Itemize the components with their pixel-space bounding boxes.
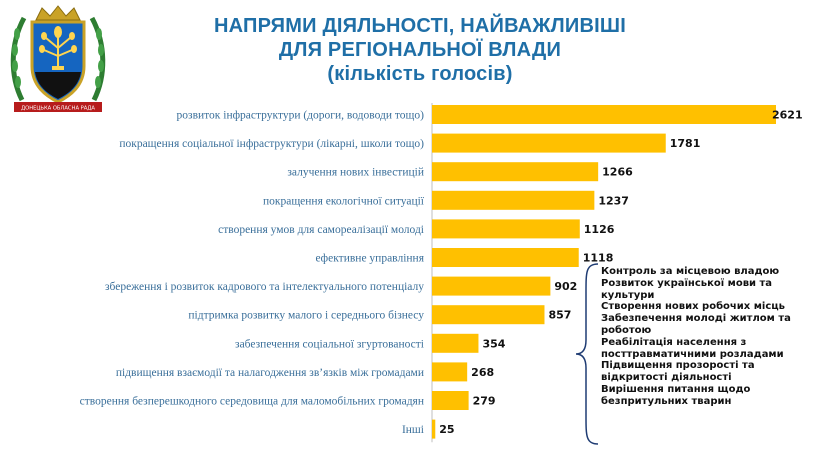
bar-8 xyxy=(432,333,479,353)
donetsk-region-emblem: ДОНЕЦЬКА ОБЛАСНА РАДА xyxy=(10,5,106,112)
value-label-1: 1781 xyxy=(670,137,701,150)
bar-9 xyxy=(432,362,468,382)
bar-5 xyxy=(432,248,579,267)
category-label-8: забезпечення соціальної згуртованості xyxy=(235,338,424,350)
others-note-list: Контроль за місцевою владою Розвиток укра… xyxy=(601,266,811,408)
others-note-item-4: Реабілітація населення з посттравматични… xyxy=(601,336,784,360)
category-label-0: розвиток інфраструктури (дороги, водовод… xyxy=(177,110,425,122)
value-label-10: 279 xyxy=(473,395,496,408)
title-line-2: ДЛЯ РЕГІОНАЛЬНОЇ ВЛАДИ xyxy=(278,39,562,61)
bar-2 xyxy=(432,162,599,182)
category-label-2: залучення нових інвестицій xyxy=(287,167,424,179)
value-label-11: 25 xyxy=(439,423,454,436)
value-label-7: 857 xyxy=(548,309,571,322)
emblem-ribbon-text: ДОНЕЦЬКА ОБЛАСНА РАДА xyxy=(21,106,95,112)
value-label-0: 2621 xyxy=(772,109,803,122)
category-label-9: підвищення взаємодії та налагодження зв’… xyxy=(116,367,424,379)
bar-6 xyxy=(432,276,551,296)
bar-3 xyxy=(432,190,595,210)
category-label-3: покращення екологічної ситуації xyxy=(263,195,425,207)
value-label-2: 1266 xyxy=(602,166,633,179)
value-label-5: 1118 xyxy=(583,252,614,265)
bar-11 xyxy=(432,419,436,439)
value-label-6: 902 xyxy=(554,280,577,293)
page-title: НАПРЯМИ ДІЯЛЬНОСТІ, НАЙВАЖЛИВІШІ ДЛЯ РЕГ… xyxy=(140,14,700,86)
others-note-item-6: Вирішення питання щодо безпритульних тва… xyxy=(601,383,751,407)
value-label-4: 1126 xyxy=(584,223,615,236)
title-line-1: НАПРЯМИ ДІЯЛЬНОСТІ, НАЙВАЖЛИВІШІ xyxy=(214,15,626,37)
bar-0 xyxy=(432,105,776,124)
bar-7 xyxy=(432,305,545,325)
title-subtitle: (кількість голосів) xyxy=(327,63,513,85)
others-note-item-0: Контроль за місцевою владою xyxy=(601,266,780,277)
bar-1 xyxy=(432,133,666,153)
others-note-item-3: Забезпечення молоді житлом та роботою xyxy=(601,313,791,336)
others-note-item-5: Підвищення прозорості та відкритості дія… xyxy=(601,360,755,384)
category-label-5: ефективне управління xyxy=(315,253,424,265)
bar-4 xyxy=(432,219,580,239)
category-label-4: створення умов для самореалізації молоді xyxy=(218,224,424,236)
value-label-3: 1237 xyxy=(598,194,629,207)
category-label-7: підтримка розвитку малого і середнього б… xyxy=(188,310,424,322)
value-label-8: 354 xyxy=(482,337,505,350)
category-label-11: Інші xyxy=(402,424,424,436)
category-label-1: покращення соціальної інфраструктури (лі… xyxy=(119,138,424,150)
category-label-10: створення безперешкодного середовища для… xyxy=(80,396,424,408)
others-brace xyxy=(575,263,599,445)
others-note-item-1: Розвиток української мови та культури xyxy=(601,277,773,301)
others-note-item-2: Створення нових робочих місць xyxy=(601,301,785,313)
value-label-9: 268 xyxy=(471,366,494,379)
bar-10 xyxy=(432,391,469,410)
category-label-6: збереження і розвиток кадрового та інтел… xyxy=(105,281,424,293)
